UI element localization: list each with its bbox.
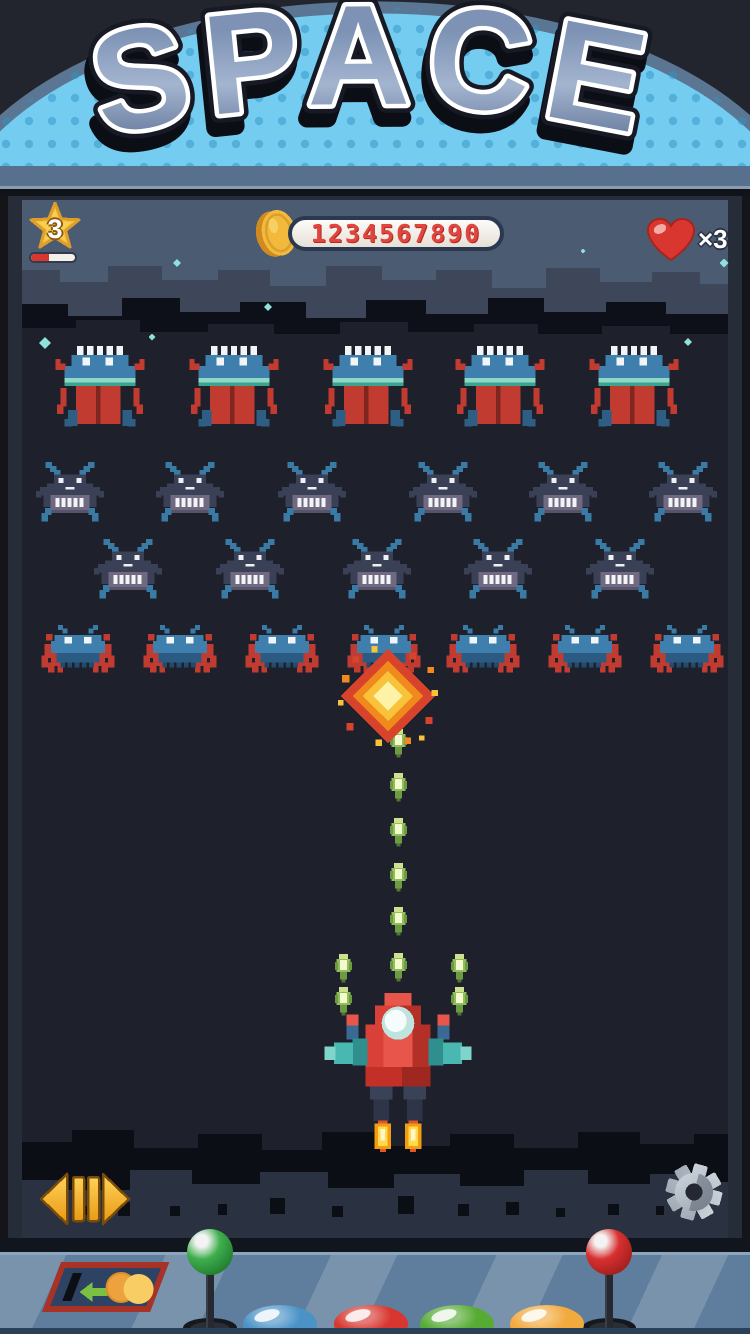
heart-icon xyxy=(646,218,696,262)
level-progress-bar xyxy=(29,252,77,263)
joystick-ball[interactable] xyxy=(586,1229,632,1275)
marquee-dots-pattern xyxy=(0,7,750,196)
joystick-ball[interactable] xyxy=(187,1229,233,1275)
star-icon xyxy=(29,202,81,249)
insert-coin-arrow-icon xyxy=(79,1282,108,1302)
joystick-green[interactable] xyxy=(180,1226,240,1334)
gear-icon[interactable] xyxy=(663,1161,725,1223)
deck-bottom-trim xyxy=(0,1328,750,1334)
joystick-stick[interactable] xyxy=(206,1268,214,1328)
game-screen xyxy=(8,186,742,1252)
score-display: 1234567890 xyxy=(288,216,504,251)
level-progress-fill xyxy=(31,254,49,261)
score-value: 1234567890 xyxy=(310,219,482,248)
fast-forward-arrows-icon[interactable] xyxy=(37,1172,133,1226)
joystick-red[interactable] xyxy=(579,1226,639,1334)
marquee: SPACE SPACE SPACE SPACE xyxy=(0,0,750,196)
lives-count: ×3 xyxy=(698,224,728,254)
joystick-stick[interactable] xyxy=(605,1268,613,1328)
bottom-terrain xyxy=(22,1130,728,1238)
level-number: 3 xyxy=(47,214,63,244)
coin-token-icon xyxy=(123,1274,154,1304)
coin-slot[interactable] xyxy=(42,1262,170,1312)
